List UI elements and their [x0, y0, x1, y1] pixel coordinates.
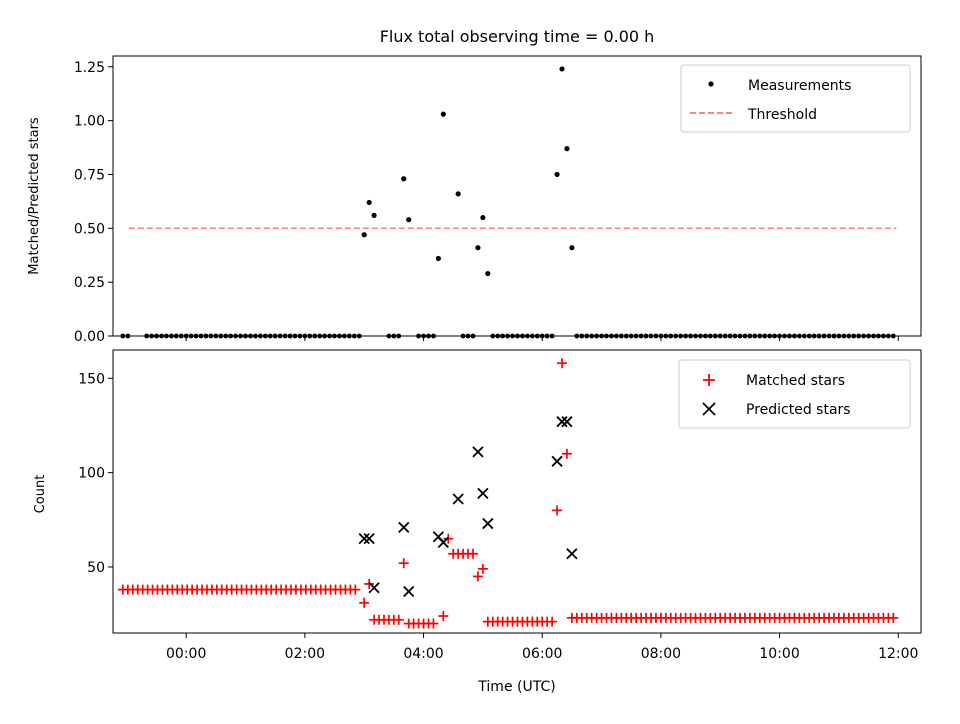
legend-predicted-marker [702, 402, 716, 416]
predicted-star-point [368, 582, 380, 594]
legend-matched-marker [703, 374, 715, 386]
bottom-panel: 50 100 150 00:00 02:00 04:00 06:00 08:00 10:00 1… [33, 349, 922, 695]
predicted-star-point [403, 585, 415, 598]
measurement-point [480, 214, 486, 221]
legend-measurements-marker [708, 81, 714, 87]
bottom-xtick-label: 02:00 [285, 646, 325, 662]
matched-star-point [350, 584, 361, 595]
predicted-star-point [482, 517, 494, 530]
matched-star-point [556, 358, 567, 369]
matched-star-point [561, 448, 572, 459]
legend-measurements-label: Measurements [748, 78, 851, 94]
measurement-point [485, 270, 491, 277]
top-ytick-label: 0.00 [74, 329, 105, 345]
top-ytick-label: 1.25 [74, 60, 105, 76]
measurement-point [366, 199, 372, 206]
predicted-star-point [551, 455, 563, 467]
matched-star-point [438, 611, 449, 622]
top-legend: Measurements Threshold [680, 64, 911, 133]
matched-star-point [398, 558, 409, 569]
top-ytick-label: 1.00 [74, 114, 105, 130]
matched-star-point [888, 612, 899, 623]
top-panel: 0.00 0.25 0.50 0.75 1.00 1.25 Matched/Predict… [27, 55, 922, 345]
predicted-star-point [452, 493, 464, 505]
measurement-point [371, 212, 377, 218]
predicted-star-point [566, 548, 578, 560]
measurement-point [406, 217, 412, 223]
bottom-xtick-label: 06:00 [522, 646, 562, 662]
measurement-point [435, 255, 441, 262]
measurement-point [554, 171, 560, 178]
predicted-star-point [437, 536, 449, 549]
predicted-star-point [477, 487, 489, 500]
bottom-legend: Matched stars Predicted stars [678, 359, 911, 429]
measurement-point [455, 191, 461, 197]
predicted-star-point [358, 533, 370, 545]
matched-star-point [477, 563, 488, 574]
bottom-ytick-label: 50 [87, 560, 105, 576]
top-ytick-label: 0.25 [74, 275, 105, 291]
measurement-point [401, 176, 407, 182]
bottom-ytick-label: 150 [78, 371, 105, 387]
predicted-star-point [472, 446, 484, 458]
measurement-point [475, 245, 481, 251]
top-ytick-label: 0.75 [74, 167, 105, 183]
bottom-xtick-label: 10:00 [759, 646, 799, 662]
legend-matched-label: Matched stars [746, 373, 845, 389]
matched-star-point [393, 614, 404, 625]
measurement-point [361, 232, 367, 238]
bottom-xtick-label: 12:00 [878, 646, 918, 662]
matched-star-point [552, 505, 563, 516]
matched-star-point [359, 597, 370, 608]
measurement-point [559, 66, 565, 72]
predicted-star-point [363, 533, 375, 545]
bottom-xtick-label: 00:00 [166, 646, 206, 662]
figure-title: Flux total observing time = 0.00 h [380, 27, 655, 46]
measurement-point [440, 111, 446, 117]
bottom-xtick-label: 08:00 [641, 646, 681, 662]
predicted-star-point [398, 521, 410, 533]
legend-threshold-label: Threshold [747, 107, 817, 123]
bottom-plot-frame [112, 349, 922, 634]
bottom-xlabel: Time (UTC) [477, 679, 555, 695]
top-plot-frame [112, 55, 922, 337]
measurement-point [564, 146, 570, 152]
predicted-star-point [556, 416, 568, 428]
bottom-ytick-label: 100 [78, 466, 105, 482]
matched-star-point [428, 618, 439, 629]
matched-star-point [547, 616, 558, 627]
bottom-ylabel: Count [33, 475, 48, 514]
legend-predicted-label: Predicted stars [746, 402, 851, 418]
top-ylabel: Matched/Predicted stars [27, 117, 42, 275]
bottom-xtick-label: 04:00 [403, 646, 443, 662]
predicted-star-point [561, 416, 573, 428]
measurement-point [569, 245, 575, 251]
matched-star-point [467, 548, 478, 559]
matched-star-point [472, 571, 483, 582]
top-ytick-label: 0.50 [74, 221, 105, 237]
